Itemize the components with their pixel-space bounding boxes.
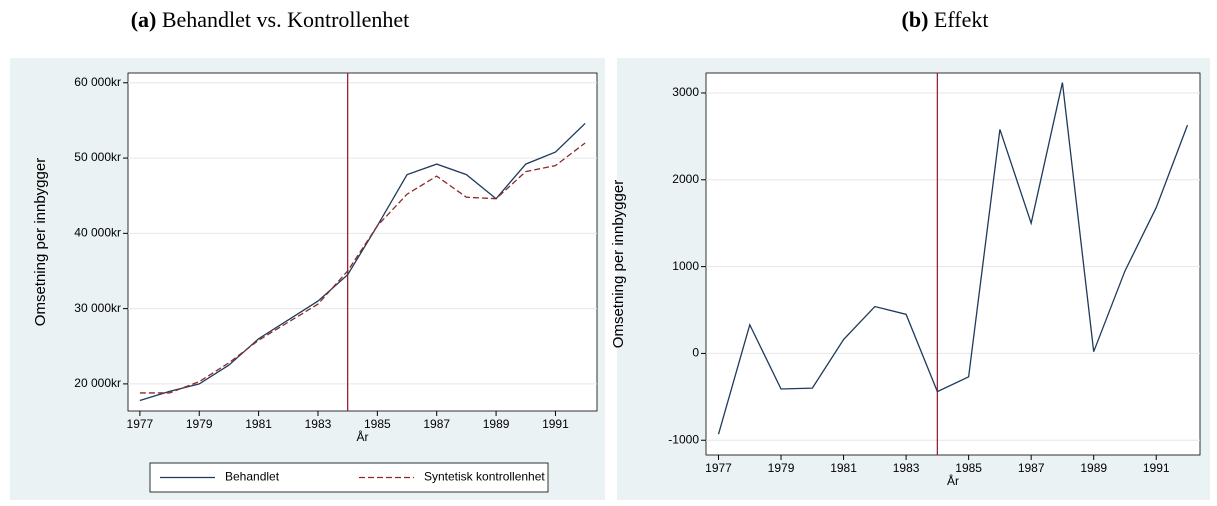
x-tick-label: 1983 [305, 417, 332, 431]
x-axis-title: År [947, 473, 959, 488]
y-tick-label: 2000 [672, 172, 699, 186]
x-tick-label: 1979 [186, 417, 213, 431]
x-tick-label: 1987 [1018, 461, 1045, 475]
panel-title: (b) Effekt [902, 7, 989, 32]
y-tick-label: 0 [692, 346, 699, 360]
x-tick-label: 1989 [483, 417, 510, 431]
x-tick-label: 1977 [127, 417, 154, 431]
y-axis-title: Omsetning per innbygger [610, 180, 627, 348]
plot-area [705, 72, 1201, 456]
legend-box [149, 462, 549, 493]
legend-label: Syntetisk kontrollenhet [424, 470, 545, 484]
x-tick-label: 1985 [955, 461, 982, 475]
y-tick-label: 60 000kr [74, 75, 121, 89]
x-tick-label: 1989 [1080, 461, 1107, 475]
y-tick-label: -1000 [668, 432, 699, 446]
panel-label: (a) [131, 7, 157, 32]
x-tick-label: 1981 [245, 417, 272, 431]
y-tick-label: 1000 [672, 259, 699, 273]
y-tick-label: 30 000kr [74, 301, 121, 315]
x-tick-label: 1981 [830, 461, 857, 475]
x-tick-label: 1977 [705, 461, 732, 475]
x-axis-title: År [357, 429, 369, 444]
panel-label: (b) [902, 7, 929, 32]
panel-title-text: Behandlet vs. Kontrollenhet [162, 7, 409, 32]
plot-area [127, 72, 598, 412]
panel-title: (a) Behandlet vs. Kontrollenhet [131, 7, 410, 32]
x-tick-label: 1987 [423, 417, 450, 431]
x-tick-label: 1983 [893, 461, 920, 475]
panel-title-text: Effekt [934, 7, 989, 32]
x-tick-label: 1991 [1143, 461, 1170, 475]
x-tick-label: 1991 [542, 417, 569, 431]
y-tick-label: 40 000kr [74, 226, 121, 240]
series-line [717, 82, 1189, 435]
legend-label: Behandlet [225, 470, 280, 484]
x-tick-label: 1985 [364, 417, 391, 431]
y-axis-title: Omsetning per innbygger [32, 158, 49, 326]
y-tick-label: 20 000kr [74, 376, 121, 390]
series-line [139, 122, 586, 402]
series-line [139, 142, 586, 394]
x-tick-label: 1979 [768, 461, 795, 475]
y-tick-label: 3000 [672, 85, 699, 99]
y-tick-label: 50 000kr [74, 150, 121, 164]
